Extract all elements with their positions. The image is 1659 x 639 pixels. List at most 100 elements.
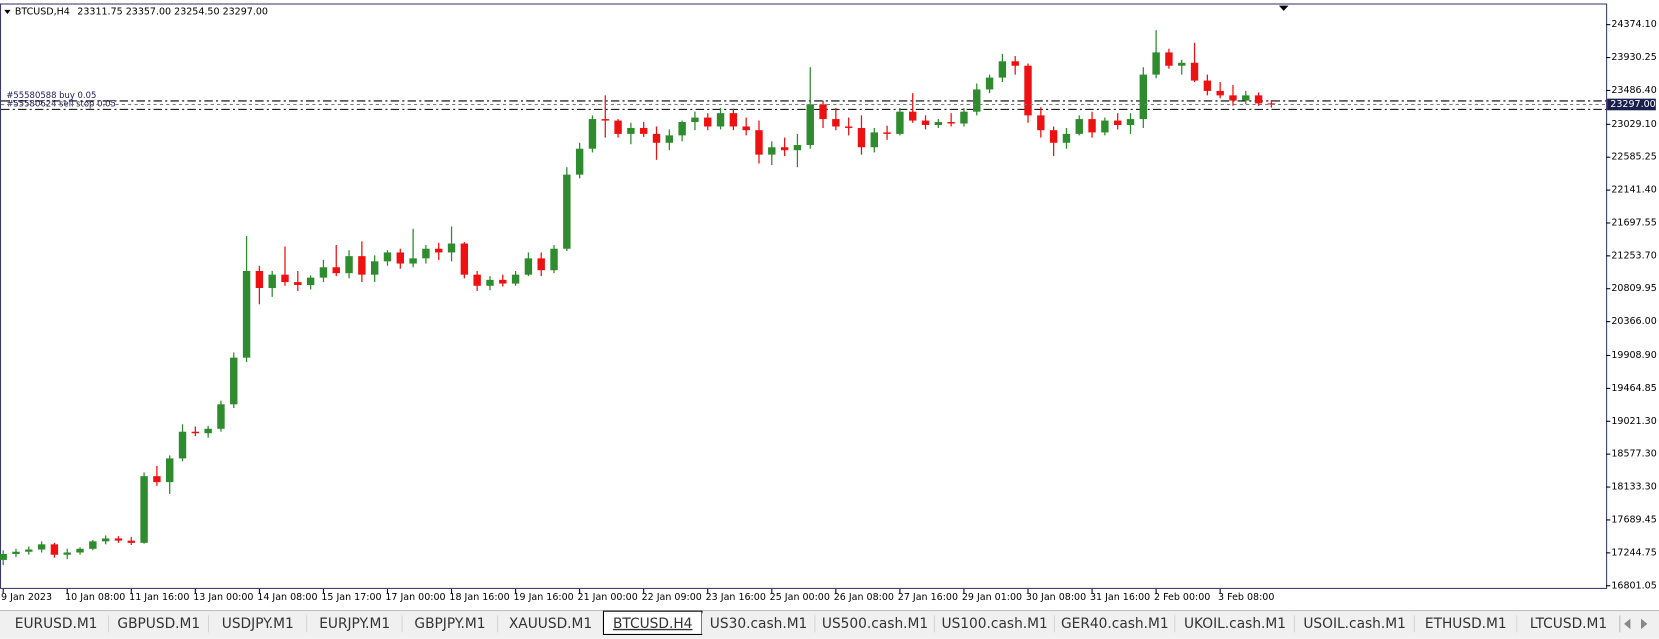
candle-body bbox=[627, 127, 635, 134]
tab[interactable]: ETHUSD.M1 bbox=[1414, 613, 1518, 635]
tab-label[interactable]: US100.cash.M1 bbox=[942, 616, 1048, 632]
tab-bg[interactable] bbox=[208, 613, 308, 635]
candle-body bbox=[230, 357, 238, 405]
tab-label[interactable]: EURJPY.M1 bbox=[319, 616, 390, 632]
tab-label[interactable]: USOIL.cash.M1 bbox=[1303, 616, 1406, 632]
x-tick-label: 2 Feb 00:00 bbox=[1154, 592, 1210, 603]
candle-body bbox=[1152, 52, 1160, 75]
candle-body bbox=[883, 132, 891, 134]
candle-body bbox=[101, 538, 110, 542]
candle-body bbox=[870, 132, 878, 148]
candle-body bbox=[729, 113, 738, 127]
candle-body bbox=[934, 122, 943, 126]
candle-body bbox=[1165, 52, 1173, 66]
tab[interactable]: UKOIL.cash.M1 bbox=[1175, 613, 1296, 635]
tab-bg[interactable] bbox=[815, 613, 935, 635]
candle-body bbox=[844, 126, 853, 128]
x-tick-label: 27 Jan 16:00 bbox=[898, 592, 958, 603]
tab[interactable]: LTCUSD.M1 bbox=[1517, 613, 1621, 635]
tab[interactable]: EURJPY.M1 bbox=[307, 613, 403, 635]
tab-bg[interactable] bbox=[3, 613, 110, 635]
candle-body bbox=[639, 127, 648, 134]
chart-frame bbox=[0, 3, 1608, 589]
scroll-right[interactable] bbox=[1641, 618, 1648, 630]
tab-label[interactable]: GBPUSD.M1 bbox=[117, 616, 200, 632]
tab[interactable]: BTCUSD.H4 bbox=[602, 610, 703, 635]
tab-bg[interactable] bbox=[109, 613, 209, 635]
tab[interactable]: US30.cash.M1 bbox=[701, 613, 816, 635]
x-tick-label: 31 Jan 16:00 bbox=[1090, 592, 1150, 603]
x-tick-label: 18 Jan 16:00 bbox=[449, 592, 509, 603]
tab[interactable]: GER40.cash.M1 bbox=[1054, 613, 1176, 635]
candle-body bbox=[153, 476, 161, 483]
tab-label[interactable]: ETHUSD.M1 bbox=[1425, 616, 1507, 632]
tab-label[interactable]: EURUSD.M1 bbox=[15, 616, 98, 632]
tab-label[interactable]: GBPJPY.M1 bbox=[414, 616, 485, 632]
candle-body bbox=[1024, 65, 1032, 116]
tab[interactable]: US500.cash.M1 bbox=[815, 613, 936, 635]
candle-body bbox=[524, 258, 533, 275]
tab-bg[interactable] bbox=[1175, 613, 1295, 635]
candle-body bbox=[563, 174, 571, 249]
order-label: #55580624 sell stop 0.05 bbox=[6, 99, 116, 109]
tab-bg[interactable] bbox=[497, 613, 604, 635]
tab-label[interactable]: USDJPY.M1 bbox=[222, 616, 294, 632]
tab-label[interactable]: US30.cash.M1 bbox=[710, 616, 808, 632]
tab-label[interactable]: BTCUSD.H4 bbox=[613, 616, 692, 632]
tab-label[interactable]: US500.cash.M1 bbox=[822, 616, 928, 632]
tab-bg[interactable] bbox=[1414, 613, 1518, 635]
candle-body bbox=[63, 552, 71, 555]
tab[interactable]: GBPJPY.M1 bbox=[402, 613, 499, 635]
tab-scroll[interactable] bbox=[1624, 618, 1648, 630]
candle-body bbox=[140, 476, 148, 543]
candle-body bbox=[1011, 61, 1019, 66]
tab[interactable]: USDJPY.M1 bbox=[208, 613, 308, 635]
menu-arrow[interactable] bbox=[4, 9, 11, 15]
tab-bg[interactable] bbox=[1517, 613, 1620, 635]
candle-body bbox=[909, 111, 917, 121]
y-tick-label: 18133.30 bbox=[1611, 482, 1656, 493]
candle-body bbox=[1126, 119, 1135, 126]
tab-label[interactable]: XAUUSD.M1 bbox=[509, 616, 592, 632]
tab[interactable]: GBPUSD.M1 bbox=[109, 613, 210, 635]
candle-body bbox=[614, 120, 622, 134]
candle-body bbox=[537, 258, 545, 271]
candle-body bbox=[1037, 115, 1045, 131]
candle-body bbox=[1267, 103, 1276, 105]
tab-label[interactable]: UKOIL.cash.M1 bbox=[1184, 616, 1286, 632]
tab-bg[interactable] bbox=[701, 613, 816, 635]
tab-bg[interactable] bbox=[402, 613, 498, 635]
candle-body bbox=[435, 248, 443, 253]
candle-body bbox=[691, 117, 699, 123]
tab-bg[interactable] bbox=[1294, 613, 1415, 635]
candle-body bbox=[166, 458, 174, 483]
x-tick-label: 22 Jan 09:00 bbox=[642, 592, 702, 603]
x-tick-label: 3 Feb 08:00 bbox=[1218, 592, 1274, 603]
tab-bg[interactable] bbox=[1054, 613, 1176, 635]
tab-bg[interactable] bbox=[934, 613, 1055, 635]
tab[interactable]: EURUSD.M1 bbox=[3, 613, 110, 635]
candle-body bbox=[396, 252, 405, 264]
candle-body bbox=[319, 267, 328, 278]
tab-label[interactable]: GER40.cash.M1 bbox=[1061, 616, 1169, 632]
tab-label[interactable]: LTCUSD.M1 bbox=[1530, 616, 1607, 632]
candle-body bbox=[268, 274, 276, 288]
candle-body bbox=[896, 111, 904, 134]
candle-body bbox=[12, 551, 20, 554]
candle-body bbox=[1075, 119, 1083, 134]
tab-bg[interactable] bbox=[307, 613, 403, 635]
scroll-left[interactable] bbox=[1624, 618, 1631, 630]
candle-body bbox=[1203, 80, 1212, 91]
tab[interactable]: US100.cash.M1 bbox=[934, 613, 1056, 635]
candle-body bbox=[409, 258, 417, 264]
tab[interactable]: XAUUSD.M1 bbox=[497, 613, 604, 635]
order-label: #55580588 buy 0.05 bbox=[6, 90, 96, 100]
y-tick-label: 20809.95 bbox=[1611, 283, 1656, 294]
tab[interactable]: USOIL.cash.M1 bbox=[1294, 613, 1415, 635]
x-tick-label: 9 Jan 2023 bbox=[1, 592, 52, 603]
candle-body bbox=[921, 120, 930, 126]
candle-body bbox=[76, 548, 84, 553]
candle-body bbox=[178, 431, 187, 459]
